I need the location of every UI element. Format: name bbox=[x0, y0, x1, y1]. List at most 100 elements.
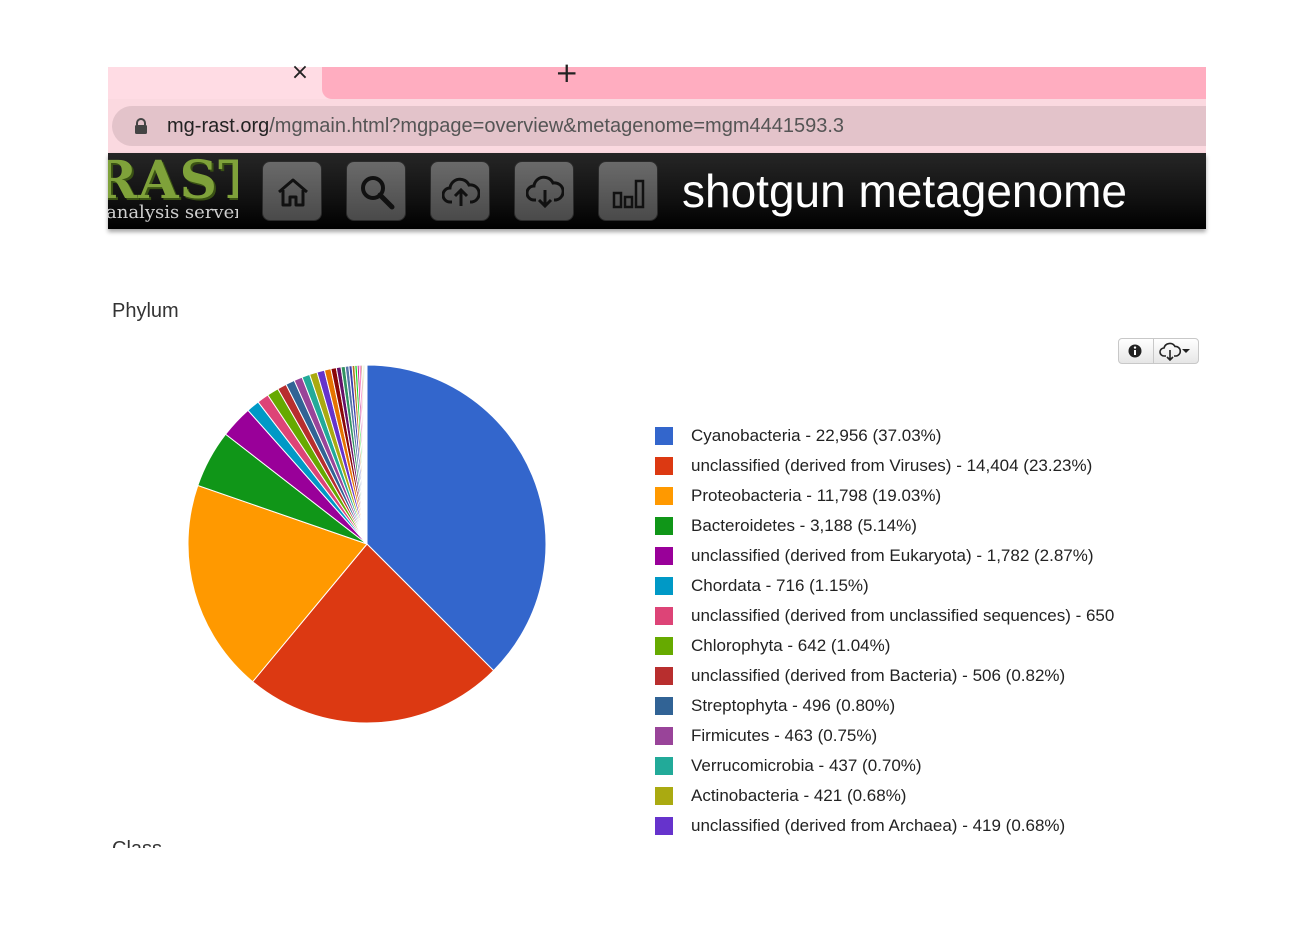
url-host: mg-rast.org bbox=[167, 115, 270, 137]
legend-series-name: Streptophyta bbox=[691, 696, 788, 715]
legend-series-value: 3,188 bbox=[810, 516, 853, 535]
legend-label: Firmicutes - 463 (0.75%) bbox=[691, 726, 878, 745]
legend-item[interactable]: Chordata - 716 (1.15%) bbox=[655, 571, 1135, 601]
pie-slice-1[interactable] bbox=[251, 543, 495, 724]
legend-swatch bbox=[655, 637, 673, 655]
download-button[interactable] bbox=[514, 161, 574, 221]
legend-swatch bbox=[655, 487, 673, 505]
legend-series-percent: (23.23%) bbox=[1018, 456, 1093, 475]
legend-series-percent: (0.70%) bbox=[857, 756, 922, 775]
legend-swatch bbox=[655, 607, 673, 625]
info-button[interactable] bbox=[1119, 339, 1153, 363]
legend-item[interactable]: Actinobacteria - 421 (0.68%) bbox=[655, 781, 1135, 811]
legend-series-name: Chlorophyta bbox=[691, 636, 783, 655]
legend-label: Verrucomicrobia - 437 (0.70%) bbox=[691, 756, 922, 775]
legend-series-value: 419 bbox=[972, 816, 1001, 835]
legend-series-percent: (19.03%) bbox=[867, 486, 942, 505]
legend-series-value: 642 bbox=[797, 636, 827, 655]
legend-series-value: 506 bbox=[972, 666, 1001, 685]
address-bar[interactable]: mg-rast.org/mgmain.html?mgpage=overview&… bbox=[112, 106, 1206, 146]
upload-button[interactable] bbox=[430, 161, 490, 221]
analysis-button[interactable] bbox=[598, 161, 658, 221]
legend-series-value: 1,782 bbox=[986, 546, 1030, 565]
chart-tools bbox=[1118, 338, 1199, 364]
url-path: /mgmain.html?mgpage=overview&metagenome=… bbox=[269, 115, 845, 137]
info-icon bbox=[1128, 344, 1142, 358]
legend-item[interactable]: unclassified (derived from Bacteria) - 5… bbox=[655, 661, 1135, 691]
upload-icon bbox=[442, 177, 480, 206]
legend-series-value: 716 bbox=[776, 576, 805, 595]
legend-series-percent: (5.14%) bbox=[852, 516, 917, 535]
legend-item[interactable]: Cyanobacteria - 22,956 (37.03%) bbox=[655, 421, 1135, 451]
pie-slice-2[interactable] bbox=[187, 484, 368, 683]
legend-swatch bbox=[655, 427, 673, 445]
legend-series-name: Verrucomicrobia bbox=[691, 756, 814, 775]
download-icon bbox=[526, 175, 564, 209]
legend-series-name: Firmicutes bbox=[691, 726, 770, 745]
legend-series-name: Proteobacteria bbox=[691, 486, 802, 505]
legend-series-percent: (2.87%) bbox=[1029, 546, 1094, 565]
browser-toolbar: mg-rast.org/mgmain.html?mgpage=overview&… bbox=[108, 99, 1206, 153]
legend-swatch bbox=[655, 787, 673, 805]
legend-series-percent: (0.80%) bbox=[830, 696, 896, 715]
legend-series-percent: (1.15%) bbox=[804, 576, 869, 595]
logo-text: RAST bbox=[108, 153, 238, 211]
legend-item[interactable]: Proteobacteria - 11,798 (19.03%) bbox=[655, 481, 1135, 511]
legend-series-name: Bacteroidetes bbox=[691, 516, 795, 535]
legend-series-name: unclassified (derived from Archaea) bbox=[691, 816, 958, 835]
app-header: RAST analysis server shotgun met bbox=[108, 153, 1206, 229]
legend-series-name: Cyanobacteria bbox=[691, 426, 801, 445]
cloud-download-icon bbox=[1159, 342, 1190, 362]
caret-down-icon bbox=[1182, 349, 1190, 353]
legend-series-value: 14,404 bbox=[966, 456, 1019, 475]
tab-close-button[interactable]: × bbox=[290, 60, 310, 85]
pie-slice-29[interactable] bbox=[365, 364, 368, 545]
home-button[interactable] bbox=[262, 161, 322, 221]
legend-item[interactable]: Chlorophyta - 642 (1.04%) bbox=[655, 631, 1135, 661]
search-button[interactable] bbox=[346, 161, 406, 221]
browser-tab[interactable]: × bbox=[108, 61, 322, 99]
pie-chart bbox=[187, 364, 547, 724]
legend-item[interactable]: unclassified (derived from unclassified … bbox=[655, 601, 1135, 631]
legend-label: Chordata - 716 (1.15%) bbox=[691, 576, 869, 595]
url-text: mg-rast.org/mgmain.html?mgpage=overview&… bbox=[167, 116, 844, 136]
legend-series-value: 22,956 bbox=[815, 426, 868, 445]
home-icon bbox=[278, 178, 308, 207]
legend-label: unclassified (derived from Viruses) - 14… bbox=[691, 456, 1093, 475]
legend-label: Chlorophyta - 642 (1.04%) bbox=[691, 636, 891, 655]
legend-series-percent: (0.75%) bbox=[812, 726, 878, 745]
legend-item[interactable]: unclassified (derived from Eukaryota) - … bbox=[655, 541, 1135, 571]
legend-label: unclassified (derived from Bacteria) - 5… bbox=[691, 666, 1066, 685]
download-menu-button[interactable] bbox=[1153, 339, 1198, 363]
legend-series-percent: (0.82%) bbox=[1000, 666, 1066, 685]
legend-item[interactable]: Streptophyta - 496 (0.80%) bbox=[655, 691, 1135, 721]
mg-rast-logo[interactable]: RAST analysis server bbox=[108, 153, 238, 229]
legend-swatch bbox=[655, 697, 673, 715]
legend-series-name: unclassified (derived from Eukaryota) bbox=[691, 546, 972, 565]
legend-label: Streptophyta - 496 (0.80%) bbox=[691, 696, 896, 715]
next-section-title: Class bbox=[112, 838, 162, 848]
legend-item[interactable]: Firmicutes - 463 (0.75%) bbox=[655, 721, 1135, 751]
legend-series-percent: (0.68%) bbox=[842, 786, 907, 805]
legend-item[interactable]: Bacteroidetes - 3,188 (5.14%) bbox=[655, 511, 1135, 541]
legend-swatch bbox=[655, 547, 673, 565]
legend-item[interactable]: Verrucomicrobia - 437 (0.70%) bbox=[655, 751, 1135, 781]
legend-label: Proteobacteria - 11,798 (19.03%) bbox=[691, 486, 942, 505]
legend-item[interactable]: unclassified (derived from Archaea) - 41… bbox=[655, 811, 1135, 841]
legend-series-name: Actinobacteria bbox=[691, 786, 799, 805]
legend-item[interactable]: unclassified (derived from Viruses) - 14… bbox=[655, 451, 1135, 481]
legend-swatch bbox=[655, 817, 673, 835]
legend-series-percent: (1.04%) bbox=[826, 636, 891, 655]
legend-label: Actinobacteria - 421 (0.68%) bbox=[691, 786, 907, 805]
legend-swatch bbox=[655, 757, 673, 775]
browser-tab-strip: × + bbox=[108, 59, 1206, 99]
logo-subtitle: analysis server bbox=[108, 202, 238, 223]
legend-series-name: Chordata bbox=[691, 576, 761, 595]
legend-label: unclassified (derived from unclassified … bbox=[691, 606, 1115, 625]
legend-label: Cyanobacteria - 22,956 (37.03%) bbox=[691, 426, 942, 445]
pie-slice-0[interactable] bbox=[366, 364, 547, 672]
lock-icon bbox=[135, 118, 147, 134]
new-tab-button[interactable]: + bbox=[555, 56, 579, 89]
legend-swatch bbox=[655, 517, 673, 535]
legend-swatch bbox=[655, 577, 673, 595]
